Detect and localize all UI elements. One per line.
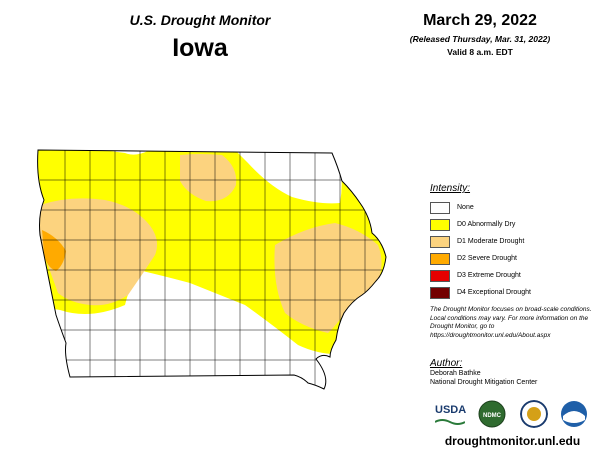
legend-label: D4 Exceptional Drought [457, 289, 531, 296]
legend-label: D2 Severe Drought [457, 255, 517, 262]
map-date: March 29, 2022 [423, 12, 537, 29]
legend-label: D0 Abnormally Dry [457, 221, 516, 228]
none-region-northeast [230, 150, 342, 204]
release-date: (Released Thursday, Mar. 31, 2022) [409, 34, 551, 44]
site-url[interactable]: droughtmonitor.unl.edu [444, 434, 581, 448]
usda-wave-icon [435, 419, 465, 425]
legend-item: D3 Extreme Drought [430, 267, 598, 284]
legend-title: Intensity: [430, 183, 471, 194]
iowa-drought-map [37, 149, 387, 390]
state-outline [37, 149, 387, 390]
noaa-logo-icon [561, 401, 587, 427]
legend: Intensity: None D0 Abnormally Dry D1 Moder… [430, 183, 598, 301]
author-block: Author: Deborah Bathke National Drought … [430, 358, 595, 387]
legend-label: D1 Moderate Drought [457, 238, 525, 245]
legend-item: D4 Exceptional Drought [430, 284, 598, 301]
legend-swatch [430, 201, 450, 214]
legend-label: D3 Extreme Drought [457, 272, 521, 279]
disclaimer-note: The Drought Monitor focuses on broad-sca… [430, 306, 592, 339]
legend-swatch [430, 286, 450, 299]
none-region-northwest [37, 150, 148, 155]
monitor-title: U.S. Drought Monitor [129, 12, 271, 28]
legend-items: None D0 Abnormally Dry D1 Moderate Drought… [430, 199, 598, 301]
usda-logo-icon: USDA [435, 404, 467, 416]
author-org: National Drought Mitigation Center [430, 379, 538, 386]
ndmc-logo-icon: NDMC [478, 400, 506, 428]
legend-item: D0 Abnormally Dry [430, 216, 598, 233]
legend-label: None [457, 204, 474, 211]
ndmc-logo-text: NDMC [483, 413, 502, 419]
legend-item: D1 Moderate Drought [430, 233, 598, 250]
d1-region-west [40, 198, 158, 306]
legend-item: D2 Severe Drought [430, 250, 598, 267]
legend-swatch [430, 269, 450, 282]
doc-seal-icon [520, 400, 548, 428]
agency-logos: USDA NDMC [432, 400, 597, 430]
legend-swatch [430, 235, 450, 248]
legend-item: None [430, 199, 598, 216]
map-header: U.S. Drought Monitor Iowa [75, 12, 325, 63]
author-title: Author: [430, 358, 463, 369]
d1-region-east [274, 223, 382, 333]
date-block: March 29, 2022 (Released Thursday, Mar. … [380, 12, 580, 57]
author-name: Deborah Bathke [430, 370, 481, 377]
valid-time: Valid 8 a.m. EDT [447, 47, 513, 57]
legend-swatch [430, 218, 450, 231]
legend-swatch [430, 252, 450, 265]
d1-region-north [180, 154, 237, 202]
state-title: Iowa [172, 34, 228, 62]
